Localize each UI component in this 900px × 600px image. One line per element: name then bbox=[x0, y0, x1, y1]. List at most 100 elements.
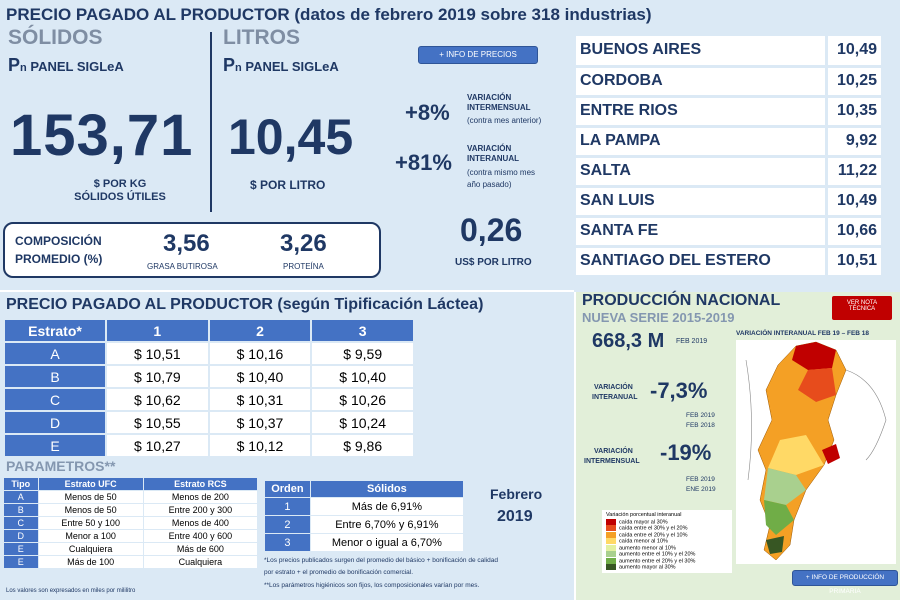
prod-var-mensual-label2: INTERMENSUAL bbox=[584, 458, 640, 465]
orden-table: Orden Sólidos 1 Más de 6,91% 2 Entre 6,70% y… bbox=[264, 480, 464, 552]
produccion-subtitle: NUEVA SERIE 2015-2019 bbox=[582, 310, 735, 325]
province-name: BUENOS AIRES bbox=[576, 36, 826, 68]
province-price: 10,25 bbox=[824, 66, 881, 98]
litros-subtitle: Pn PANEL SIGLeA bbox=[223, 55, 339, 76]
produccion-total: 668,3 M bbox=[592, 330, 665, 352]
param-rcs: Entre 400 y 600 bbox=[143, 530, 257, 542]
province-name: LA PAMPA bbox=[576, 126, 826, 158]
ver-nota-label2: TÉCNICA bbox=[848, 306, 876, 312]
solidos-value: 153,71 bbox=[10, 103, 194, 168]
ver-nota-button[interactable]: VER NOTA TÉCNICA bbox=[832, 296, 892, 320]
table-row: E Cualquiera Más de 600 bbox=[4, 543, 257, 555]
estrato-label: A bbox=[5, 343, 105, 364]
legend-swatch bbox=[606, 544, 616, 551]
param-header: Tipo bbox=[4, 478, 38, 490]
info-produccion-button[interactable]: + INFO DE PRODUCCIÓN PRIMARIA bbox=[792, 570, 898, 595]
prod-var-mensual-value: -19% bbox=[660, 440, 712, 465]
price-cell: $ 10,27 bbox=[107, 435, 208, 456]
orden-num: 3 bbox=[265, 534, 310, 551]
diff-unit: US$ POR LITRO bbox=[455, 257, 532, 268]
page-title: PRECIO PAGADO AL PRODUCTOR (datos de feb… bbox=[6, 5, 652, 24]
legend-label: aumento mayor al 30% bbox=[619, 564, 676, 571]
parametros-table: Tipo Estrato UFC Estrato RCS A Menos de 50 M… bbox=[3, 477, 258, 569]
diff-value: 0,26 bbox=[460, 212, 523, 248]
price-cell: $ 9,59 bbox=[312, 343, 413, 364]
legend-item: aumento entre el 10% y el 20% bbox=[606, 551, 728, 558]
tip-header: 1 bbox=[107, 320, 208, 341]
prod-var-mensual-label1: VARIACIÓN bbox=[594, 448, 633, 455]
var-anual-label2: INTERANUAL bbox=[467, 154, 519, 163]
legend-title: Variación porcentual interanual bbox=[606, 512, 682, 518]
nota-2: por estrato + el promedio de bonificació… bbox=[264, 569, 414, 576]
tipificacion-table: Estrato* 1 2 3 A $ 10,51 $ 10,16 $ 9,59 B $ 10,7… bbox=[3, 318, 415, 458]
param-header: Estrato RCS bbox=[143, 478, 257, 490]
param-ufc: Más de 100 bbox=[38, 556, 143, 568]
price-cell: $ 10,31 bbox=[209, 389, 311, 410]
prod-var-anual-label1: VARIACIÓN bbox=[594, 384, 633, 391]
price-cell: $ 9,86 bbox=[312, 435, 413, 456]
province-row: CORDOBA 10,25 bbox=[576, 66, 881, 98]
orden-num: 1 bbox=[265, 498, 310, 515]
legend-label: aumento menor al 10% bbox=[619, 545, 676, 552]
table-row: A $ 10,51 $ 10,16 $ 9,59 bbox=[5, 343, 413, 364]
argentina-map-icon bbox=[745, 341, 887, 561]
price-cell: $ 10,24 bbox=[312, 412, 413, 433]
table-row: 2 Entre 6,70% y 6,91% bbox=[265, 516, 463, 533]
legend-item: caída menor al 10% bbox=[606, 538, 728, 545]
solidos-unit-2: SÓLIDOS ÚTILES bbox=[74, 191, 166, 203]
table-row: B Menos de 50 Entre 200 y 300 bbox=[4, 504, 257, 516]
map-legend: Variación porcentual interanual caída ma… bbox=[602, 510, 732, 573]
table-row: D Menor a 100 Entre 400 y 600 bbox=[4, 530, 257, 542]
solidos-title: SÓLIDOS bbox=[8, 26, 103, 49]
tip-header: 3 bbox=[312, 320, 413, 341]
legend-item: aumento entre el 20% y el 30% bbox=[606, 557, 728, 564]
tip-header: Estrato* bbox=[5, 320, 105, 341]
table-row: E $ 10,27 $ 10,12 $ 9,86 bbox=[5, 435, 413, 456]
litros-value: 10,45 bbox=[228, 109, 354, 165]
produccion-total-date: FEB 2019 bbox=[676, 338, 708, 345]
price-cell: $ 10,12 bbox=[209, 435, 311, 456]
var-anual-pct: +81% bbox=[395, 150, 452, 175]
province-row: BUENOS AIRES 10,49 bbox=[576, 36, 881, 68]
prod-var-mensual-d1: FEB 2019 bbox=[686, 476, 715, 483]
grasa-value: 3,56 bbox=[163, 230, 210, 257]
nota-1: *Los precios publicados surgen del prome… bbox=[264, 557, 498, 564]
province-price: 10,51 bbox=[824, 246, 881, 278]
var-anual-note1: (contra mismo mes bbox=[467, 168, 536, 177]
subtitle-n: n bbox=[20, 62, 27, 74]
info-precios-button[interactable]: + INFO DE PRECIOS bbox=[418, 46, 538, 64]
litros-title: LITROS bbox=[223, 26, 300, 49]
price-cell: $ 10,40 bbox=[209, 366, 311, 387]
table-row: A Menos de 50 Menos de 200 bbox=[4, 491, 257, 503]
legend-item: caída entre el 20% y el 10% bbox=[606, 531, 728, 539]
legend-label: caída entre el 20% y el 10% bbox=[619, 532, 688, 539]
param-ufc: Cualquiera bbox=[38, 543, 143, 555]
produccion-title: PRODUCCIÓN NACIONAL bbox=[582, 292, 781, 309]
estrato-label: D bbox=[5, 412, 105, 433]
province-name: SALTA bbox=[576, 156, 826, 188]
price-cell: $ 10,40 bbox=[312, 366, 413, 387]
province-price: 10,66 bbox=[824, 216, 881, 248]
var-mensual-label2: INTERMENSUAL bbox=[467, 103, 531, 112]
province-name: SAN LUIS bbox=[576, 186, 826, 218]
prod-var-anual-label2: INTERANUAL bbox=[592, 394, 638, 401]
param-tipo: A bbox=[4, 491, 38, 503]
param-rcs: Cualquiera bbox=[143, 556, 257, 568]
legend-swatch bbox=[606, 519, 616, 525]
orden-solidos: Menor o igual a 6,70% bbox=[310, 534, 463, 551]
price-cell: $ 10,62 bbox=[107, 389, 208, 410]
nota-3: **Los parámetros higiénicos son fijos, l… bbox=[264, 582, 480, 589]
orden-header: Sólidos bbox=[310, 481, 463, 497]
prod-var-anual-value: -7,3% bbox=[650, 378, 708, 403]
solidos-subtitle: Pn PANEL SIGLeA bbox=[8, 55, 124, 76]
legend-item: caída entre el 30% y el 20% bbox=[606, 525, 728, 532]
province-name: ENTRE RIOS bbox=[576, 96, 826, 128]
legend-item: caída mayor al 30% bbox=[606, 519, 728, 525]
orden-solidos: Más de 6,91% bbox=[310, 498, 463, 515]
composicion-box: COMPOSICIÓN PROMEDIO (%) 3,56 GRASA BUTI… bbox=[3, 222, 381, 278]
province-price: 10,49 bbox=[824, 36, 881, 68]
prod-var-mensual-d2: ENE 2019 bbox=[686, 486, 716, 493]
table-row: 1 Más de 6,91% bbox=[265, 498, 463, 515]
legend-swatch bbox=[606, 557, 616, 564]
param-tipo: D bbox=[4, 530, 38, 542]
